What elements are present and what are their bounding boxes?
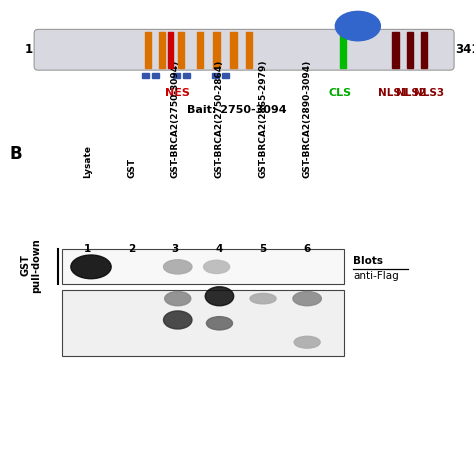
Bar: [142, 73, 149, 78]
Ellipse shape: [164, 311, 192, 329]
Text: Bait: 2750-3094: Bait: 2750-3094: [187, 105, 287, 115]
Bar: [213, 32, 220, 68]
Bar: [222, 73, 229, 78]
Bar: [168, 32, 173, 68]
Ellipse shape: [205, 287, 234, 306]
Ellipse shape: [203, 260, 229, 273]
Text: 3418: 3418: [455, 43, 474, 56]
Bar: [145, 32, 151, 68]
Bar: [159, 32, 165, 68]
Ellipse shape: [294, 337, 320, 348]
Text: GST-BRCA2(2750-2864): GST-BRCA2(2750-2864): [215, 60, 224, 178]
Text: NES: NES: [165, 88, 190, 98]
Bar: [183, 73, 190, 78]
Text: GST-BRCA2(2890-3094): GST-BRCA2(2890-3094): [303, 60, 311, 178]
Text: 3: 3: [172, 244, 179, 254]
Bar: [246, 32, 252, 68]
Text: 6: 6: [303, 244, 311, 254]
Text: NLS1: NLS1: [378, 88, 409, 98]
Bar: [421, 32, 427, 68]
Text: Lysate: Lysate: [83, 145, 92, 178]
Ellipse shape: [165, 292, 191, 306]
Text: GST-BRCA2(2865-2979): GST-BRCA2(2865-2979): [259, 59, 267, 178]
Text: GST-BRCA2(2750-3094): GST-BRCA2(2750-3094): [171, 60, 180, 178]
Bar: [197, 32, 203, 68]
Text: GST
pull-down: GST pull-down: [20, 238, 42, 293]
Text: CLS: CLS: [329, 88, 352, 98]
Text: GST: GST: [128, 158, 136, 178]
Bar: [62, 249, 344, 284]
Text: 1: 1: [84, 244, 91, 254]
Text: 4: 4: [216, 244, 223, 254]
Text: 1: 1: [25, 43, 33, 56]
Ellipse shape: [336, 11, 380, 41]
Bar: [230, 32, 237, 68]
Bar: [178, 32, 184, 68]
Text: B: B: [9, 145, 22, 163]
Text: anti-Flag: anti-Flag: [353, 271, 399, 281]
Bar: [62, 290, 344, 356]
Ellipse shape: [71, 255, 111, 279]
Text: 2: 2: [128, 244, 136, 254]
Bar: [173, 73, 180, 78]
Bar: [152, 73, 159, 78]
Bar: [407, 32, 413, 68]
Ellipse shape: [293, 292, 321, 306]
Ellipse shape: [207, 317, 232, 330]
Ellipse shape: [250, 293, 276, 304]
Bar: [392, 32, 399, 68]
Text: NLS3: NLS3: [414, 88, 445, 98]
Text: 5: 5: [259, 244, 267, 254]
Bar: [340, 32, 346, 68]
FancyBboxPatch shape: [34, 29, 454, 70]
Text: Blots: Blots: [353, 255, 383, 266]
Ellipse shape: [164, 260, 192, 274]
Text: NLS2: NLS2: [396, 88, 427, 98]
Bar: [212, 73, 219, 78]
